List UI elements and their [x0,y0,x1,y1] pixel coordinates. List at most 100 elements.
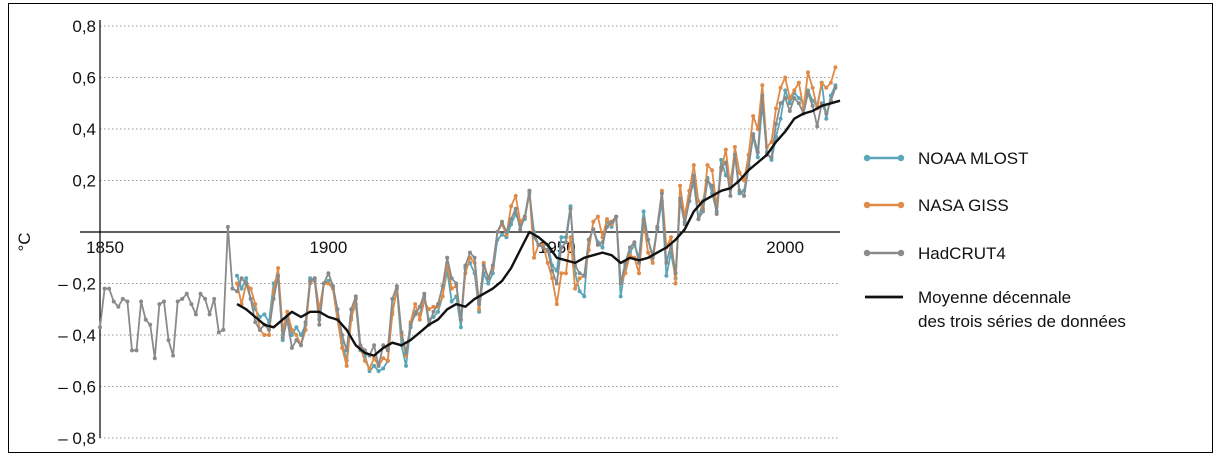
data-point [449,299,454,304]
data-point [614,214,619,219]
series-line [99,87,837,367]
data-point [225,224,230,229]
data-point [253,302,258,307]
data-point [248,296,253,301]
gridlines [100,25,840,439]
data-point [632,240,637,245]
data-point [216,330,221,335]
data-point [527,188,532,193]
data-point [783,96,788,101]
legend-label: des trois séries de données [918,312,1126,331]
data-point [180,296,185,301]
data-point [285,317,290,322]
data-point [637,271,641,276]
data-point [166,338,171,343]
data-point [458,317,463,322]
legend-marker [863,201,871,209]
series-3 [98,85,838,368]
data-point [417,304,422,309]
data-point [500,219,504,224]
data-point [605,224,609,229]
data-point [235,289,239,294]
data-point [289,333,294,337]
data-point [344,348,349,353]
legend-label: Moyenne décennale [918,288,1071,307]
data-point [550,276,555,281]
data-point [586,237,591,242]
data-point [504,230,509,234]
data-point [618,281,623,286]
data-point [824,116,829,121]
data-point [294,325,299,330]
data-point [691,173,696,178]
y-tick-label: 0,2 [72,172,96,191]
data-point [276,266,281,271]
data-point [792,96,797,101]
x-tick-label: 1900 [309,238,347,257]
data-point [344,363,349,368]
data-point [824,85,829,90]
series-line [236,81,837,372]
data-point [819,80,824,85]
data-point [404,363,408,368]
data-point [162,299,166,304]
axes: 0,8 0,6 0,4 0,2 – 0,2 – 0,4 – 0,6 – 0,8 1850 1900… [15,17,840,448]
data-point [390,296,395,301]
series-4 [236,99,841,357]
data-point [294,338,299,343]
legend-marker [897,249,905,257]
data-point [522,214,527,219]
legend-label: NASA GISS [918,196,1009,215]
y-tick-label: – 0,4 [58,326,96,345]
data-point [431,304,436,309]
data-point [787,101,792,106]
data-point [404,351,408,355]
data-point [509,217,514,222]
data-point [710,183,715,188]
data-point [248,286,253,291]
data-point [673,271,678,276]
y-tick-label: – 0,2 [58,275,96,294]
data-point [262,312,267,317]
data-point [477,302,482,307]
data-point [385,358,390,363]
data-point [426,307,431,312]
data-point [257,315,262,319]
data-point [778,116,783,121]
data-point [139,299,144,304]
data-point [490,263,495,268]
data-point [595,214,600,219]
data-point [710,168,715,173]
data-point [235,281,239,286]
data-point [143,317,148,322]
data-point [399,330,404,335]
data-point [833,65,838,70]
data-point [568,206,573,211]
data-point [157,302,162,307]
data-point [714,212,719,216]
legend-item-3: HadCRUT4 [863,244,1006,263]
data-point [358,343,363,348]
data-point [796,96,801,101]
data-point [591,227,596,232]
data-point [486,281,491,286]
data-point [810,103,815,108]
data-point [394,284,399,289]
data-point [595,242,600,247]
data-point [436,309,440,314]
y-tick-label: – 0,8 [58,429,96,448]
legend-item-2: NASA GISS [863,196,1009,215]
x-tick-label: 2000 [766,238,804,257]
data-point [545,248,550,252]
data-point [637,260,641,265]
data-point [696,217,701,222]
data-point [787,96,792,101]
data-point [340,345,345,350]
data-point [573,286,578,291]
data-point [577,271,582,276]
data-point [477,307,482,312]
data-point [723,147,728,152]
data-point [189,302,194,307]
data-point [454,281,459,286]
